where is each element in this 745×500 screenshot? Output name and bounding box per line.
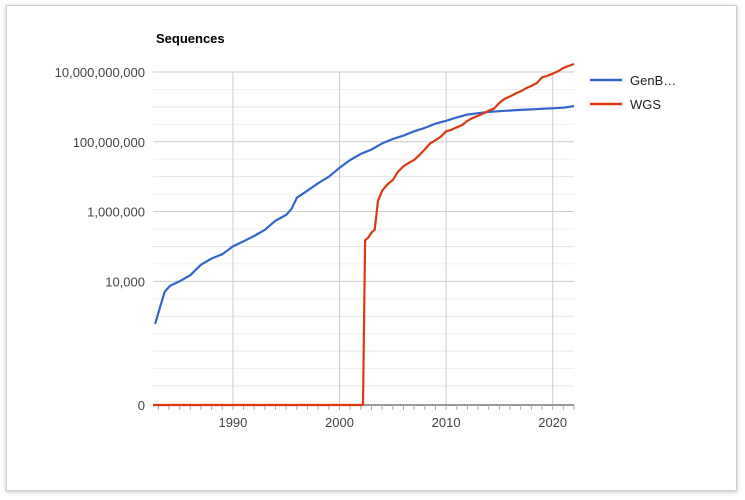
series-line-2 <box>153 62 575 407</box>
series-lines <box>153 62 575 407</box>
y-tick-label: 10,000,000,000 <box>55 65 145 80</box>
x-tick-label: 2020 <box>538 415 567 430</box>
y-tick-label: 1,000,000 <box>87 205 145 220</box>
grid-lines <box>153 71 574 405</box>
axes: 0 10,000 1,000,000 100,000,000 10,000,000,00… <box>55 65 575 430</box>
x-tick-label: 2010 <box>432 415 461 430</box>
y-tick-label: 0 <box>138 398 145 413</box>
y-tick-label: 10,000 <box>105 274 145 289</box>
x-tick-label: 1990 <box>218 415 247 430</box>
legend-label: GenB… <box>630 73 676 88</box>
y-tick-label: 100,000,000 <box>73 135 145 150</box>
chart-title: Sequences <box>156 31 225 46</box>
series-line-1 <box>154 105 575 325</box>
x-tick-label: 2000 <box>325 415 354 430</box>
legend: GenB… WGS <box>590 73 676 112</box>
legend-label: WGS <box>630 97 661 112</box>
